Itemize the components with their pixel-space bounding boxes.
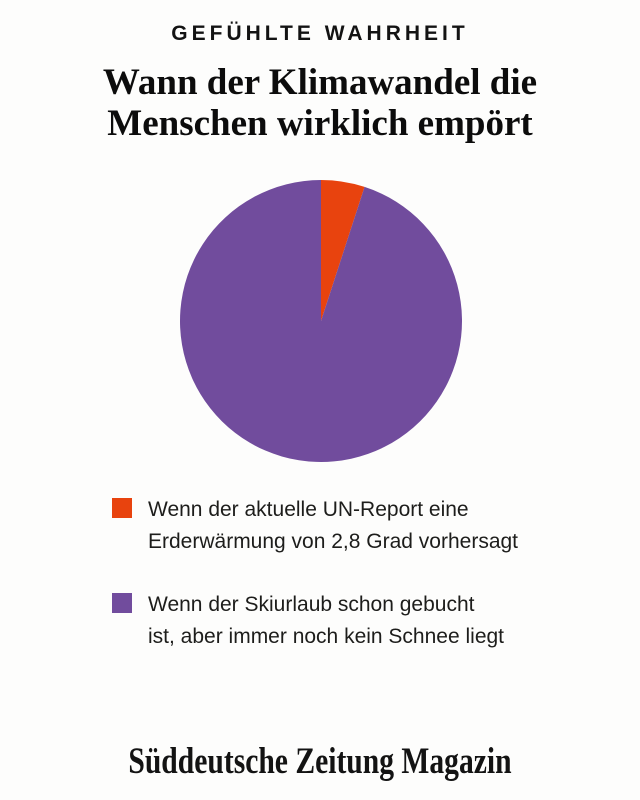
legend-label-line: Wenn der aktuelle UN-Report eine: [148, 498, 469, 521]
page-title-line1: Wann der Klimawandel die: [102, 62, 538, 103]
page-title-line2: Menschen wirklich empört: [107, 103, 533, 144]
legend-label: Wenn der aktuelle UN-Report eine Erderwä…: [148, 494, 518, 558]
pie-chart-container: [171, 171, 471, 471]
legend-label-line: Wenn der Skiurlaub schon gebucht: [148, 593, 475, 616]
legend-item: Wenn der aktuelle UN-Report eine Erderwä…: [112, 494, 572, 558]
brand-logo: Süddeutsche Zeitung Magazin: [128, 741, 512, 782]
series-kicker: GEFÜHLTE WAHRHEIT: [171, 22, 469, 45]
pie-slice: [180, 180, 463, 463]
legend: Wenn der aktuelle UN-Report eine Erderwä…: [112, 494, 572, 684]
pie-slice: [321, 180, 365, 321]
page-title: Wann der Klimawandel die Menschen wirkli…: [0, 62, 640, 144]
legend-label-line: ist, aber immer noch kein Schnee liegt: [148, 625, 505, 648]
legend-label: Wenn der Skiurlaub schon gebucht ist, ab…: [148, 589, 504, 653]
legend-swatch-purple: [112, 593, 132, 613]
legend-label-line: Erderwärmung von 2,8 Grad vorhersagt: [148, 530, 519, 553]
legend-swatch-orange: [112, 498, 132, 518]
pie-chart: [180, 180, 463, 463]
legend-item: Wenn der Skiurlaub schon gebucht ist, ab…: [112, 589, 572, 653]
